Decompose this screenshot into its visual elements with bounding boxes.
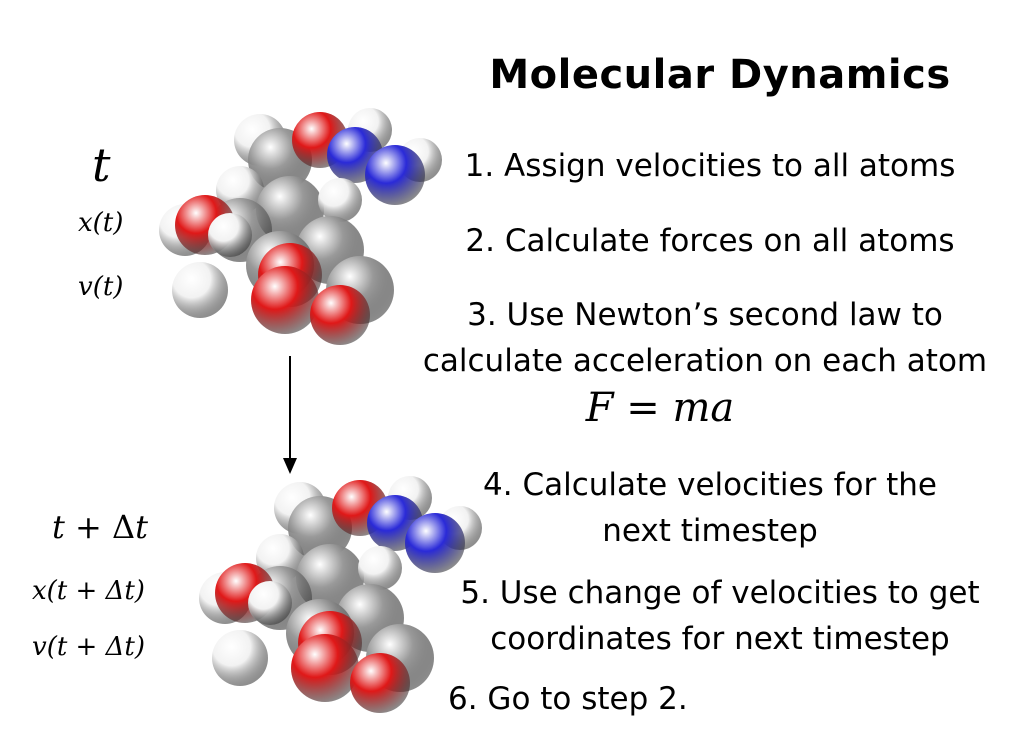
atom (358, 546, 402, 590)
step-5-line-2: coordinates for next timestep (490, 621, 950, 657)
time-label-next: t + Δt (52, 508, 148, 546)
time-step-arrow (283, 356, 297, 474)
position-label-t: x(t) (78, 208, 124, 238)
position-label-next: x(t + Δt) (32, 576, 145, 606)
step-4-line-1: 4. Calculate velocities for the (483, 467, 937, 503)
atom (248, 581, 292, 625)
step-5: 5. Use change of velocities to get coord… (440, 570, 1000, 662)
atom (208, 213, 252, 257)
step-5-line-1: 5. Use change of velocities to get (460, 575, 980, 611)
atom (350, 653, 410, 713)
page-title: Molecular Dynamics (489, 52, 951, 98)
equation-equals: = (626, 385, 660, 431)
equation-force: F (585, 385, 614, 431)
equation-mass-acceleration: ma (672, 385, 735, 431)
velocity-label-t: v(t) (78, 272, 124, 302)
step-3-line-1: 3. Use Newton’s second law to (467, 297, 943, 333)
time-label-t: t (92, 138, 111, 192)
time-var: t (52, 508, 65, 546)
plus-sign: + (75, 508, 102, 546)
step-2: 2. Calculate forces on all atoms (440, 218, 980, 264)
atom (318, 178, 362, 222)
step-6-text: 6. Go to step 2. (448, 681, 688, 717)
atom (405, 513, 465, 573)
atom (251, 266, 319, 334)
step-3-line-2: calculate acceleration on each atom (422, 343, 988, 379)
newton-equation: F = ma (560, 385, 760, 431)
molecule-at-t-plus-dt (199, 476, 482, 713)
atom (365, 145, 425, 205)
step-3: 3. Use Newton’s second law to calculate … (405, 292, 1005, 384)
atom (310, 285, 370, 345)
step-2-text: 2. Calculate forces on all atoms (465, 223, 955, 259)
step-4: 4. Calculate velocities for the next tim… (440, 462, 980, 554)
velocity-label-next: v(t + Δt) (32, 632, 145, 662)
time-var-2: t (135, 508, 148, 546)
atom (212, 630, 268, 686)
delta-symbol: Δ (112, 508, 136, 546)
molecule-at-t (159, 108, 442, 345)
step-4-line-2: next timestep (602, 513, 818, 549)
atom (291, 634, 359, 702)
step-6: 6. Go to step 2. (448, 676, 688, 722)
step-1: 1. Assign velocities to all atoms (440, 143, 980, 189)
step-1-text: 1. Assign velocities to all atoms (464, 148, 956, 184)
atom (172, 262, 228, 318)
